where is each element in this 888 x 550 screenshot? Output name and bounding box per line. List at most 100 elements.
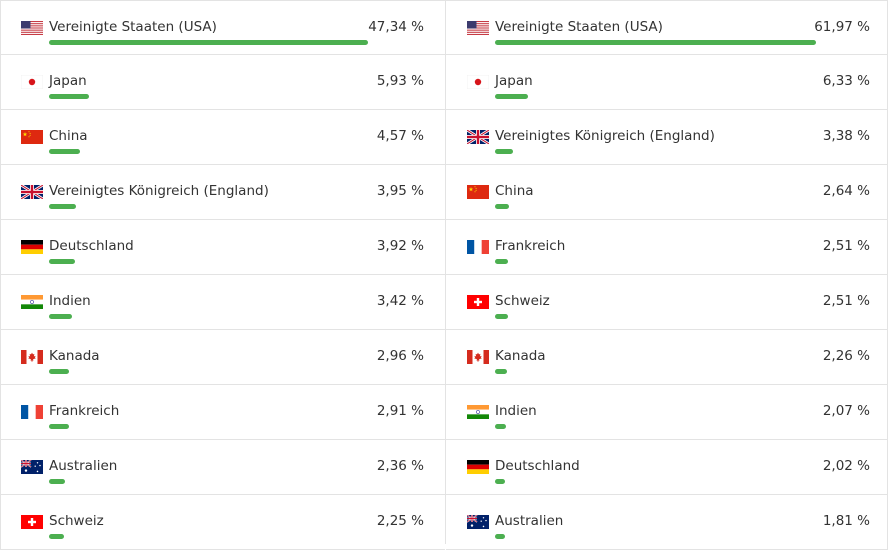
share-bar: [49, 94, 89, 99]
country-row-indien: Indien 2,07 %: [446, 385, 888, 440]
ch-flag-icon: [467, 295, 489, 309]
share-bar: [495, 204, 509, 209]
share-bar: [495, 149, 513, 154]
country-row-china: China 4,57 %: [0, 110, 445, 165]
country-row-schweiz: Schweiz 2,25 %: [0, 495, 445, 550]
au-flag-icon: [21, 460, 43, 474]
country-row-china: China 2,64 %: [446, 165, 888, 220]
country-row-australien: Australien 2,36 %: [0, 440, 445, 495]
country-name: Frankreich: [495, 238, 566, 254]
country-name: Japan: [49, 73, 87, 89]
share-bar: [495, 314, 508, 319]
share-bar: [495, 94, 528, 99]
country-name: Vereinigte Staaten (USA): [49, 19, 217, 35]
share-bar: [49, 369, 69, 374]
ca-flag-icon: [467, 350, 489, 364]
country-percentage: 2,26 %: [822, 348, 870, 364]
au-flag-icon: [467, 515, 489, 529]
share-bar: [495, 259, 508, 264]
country-percentage: 6,33 %: [822, 73, 870, 89]
country-name: Indien: [49, 293, 91, 309]
de-flag-icon: [467, 460, 489, 474]
country-percentage: 3,38 %: [822, 128, 870, 144]
country-percentage: 2,07 %: [822, 403, 870, 419]
country-row-deutschland: Deutschland 2,02 %: [446, 440, 888, 495]
country-name: Japan: [495, 73, 533, 89]
country-name: Deutschland: [495, 458, 580, 474]
ca-flag-icon: [21, 350, 43, 364]
fr-flag-icon: [21, 405, 43, 419]
country-name: Australien: [49, 458, 118, 474]
country-percentage: 2,51 %: [822, 293, 870, 309]
country-percentage: 61,97 %: [814, 19, 870, 35]
jp-flag-icon: [21, 75, 43, 89]
jp-flag-icon: [467, 75, 489, 89]
country-row-indien: Indien 3,42 %: [0, 275, 445, 330]
country-percentage: 2,36 %: [376, 458, 424, 474]
us-flag-icon: [467, 21, 489, 35]
country-row-frankreich: Frankreich 2,91 %: [0, 385, 445, 440]
country-name: Kanada: [49, 348, 100, 364]
share-bar: [49, 40, 368, 45]
gb-flag-icon: [21, 185, 43, 199]
country-list-left: Vereinigte Staaten (USA) 47,34 % Japan 5,93…: [0, 0, 445, 550]
country-percentage: 2,64 %: [822, 183, 870, 199]
country-row-japan: Japan 5,93 %: [0, 55, 445, 110]
country-percentage: 47,34 %: [368, 19, 424, 35]
country-percentage: 5,93 %: [376, 73, 424, 89]
cn-flag-icon: [21, 130, 43, 144]
country-name: China: [495, 183, 534, 199]
country-name: Schweiz: [49, 513, 104, 529]
country-row-vereinigte-staaten-usa: Vereinigte Staaten (USA) 47,34 %: [0, 0, 445, 55]
country-percentage: 4,57 %: [376, 128, 424, 144]
share-bar: [49, 314, 72, 319]
share-bar: [495, 40, 816, 45]
share-bar: [495, 479, 505, 484]
country-name: Deutschland: [49, 238, 134, 254]
country-name: Vereinigtes Königreich (England): [49, 183, 269, 199]
fr-flag-icon: [467, 240, 489, 254]
country-percentage: 2,91 %: [376, 403, 424, 419]
country-row-schweiz: Schweiz 2,51 %: [446, 275, 888, 330]
gb-flag-icon: [467, 130, 489, 144]
country-percentage: 2,51 %: [822, 238, 870, 254]
country-row-japan: Japan 6,33 %: [446, 55, 888, 110]
country-percentage: 2,96 %: [376, 348, 424, 364]
country-row-australien: Australien 1,81 %: [446, 495, 888, 550]
share-bar: [49, 424, 69, 429]
share-bar: [49, 479, 65, 484]
de-flag-icon: [21, 240, 43, 254]
share-bar: [49, 204, 76, 209]
share-bar: [495, 369, 507, 374]
country-row-kanada: Kanada 2,96 %: [0, 330, 445, 385]
share-bar: [495, 534, 505, 539]
country-name: Australien: [495, 513, 564, 529]
country-row-vereinigtes-koenigreich-england: Vereinigtes Königreich (England) 3,38 %: [446, 110, 888, 165]
column-divider: [445, 0, 446, 544]
country-name: Kanada: [495, 348, 546, 364]
us-flag-icon: [21, 21, 43, 35]
country-name: Indien: [495, 403, 537, 419]
country-name: Vereinigtes Königreich (England): [495, 128, 715, 144]
country-row-frankreich: Frankreich 2,51 %: [446, 220, 888, 275]
country-percentage: 2,02 %: [822, 458, 870, 474]
country-list-right: Vereinigte Staaten (USA) 61,97 % Japan 6,33…: [446, 0, 888, 550]
country-percentage: 3,92 %: [376, 238, 424, 254]
share-bar: [49, 149, 80, 154]
share-bar: [495, 424, 506, 429]
country-row-kanada: Kanada 2,26 %: [446, 330, 888, 385]
country-percentage: 3,42 %: [376, 293, 424, 309]
country-name: Frankreich: [49, 403, 120, 419]
country-name: China: [49, 128, 88, 144]
in-flag-icon: [467, 405, 489, 419]
country-name: Vereinigte Staaten (USA): [495, 19, 663, 35]
country-name: Schweiz: [495, 293, 550, 309]
ch-flag-icon: [21, 515, 43, 529]
in-flag-icon: [21, 295, 43, 309]
country-row-deutschland: Deutschland 3,92 %: [0, 220, 445, 275]
country-row-vereinigte-staaten-usa: Vereinigte Staaten (USA) 61,97 %: [446, 0, 888, 55]
share-bar: [49, 534, 64, 539]
country-percentage: 3,95 %: [376, 183, 424, 199]
cn-flag-icon: [467, 185, 489, 199]
